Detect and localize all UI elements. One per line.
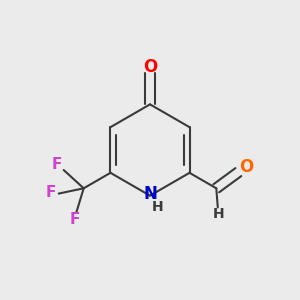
Text: H: H xyxy=(152,200,163,214)
Text: O: O xyxy=(239,158,254,176)
Text: F: F xyxy=(52,157,62,172)
Text: N: N xyxy=(143,185,157,203)
Text: O: O xyxy=(143,58,157,76)
Text: F: F xyxy=(70,212,80,227)
Text: H: H xyxy=(213,207,224,221)
Text: F: F xyxy=(45,185,56,200)
